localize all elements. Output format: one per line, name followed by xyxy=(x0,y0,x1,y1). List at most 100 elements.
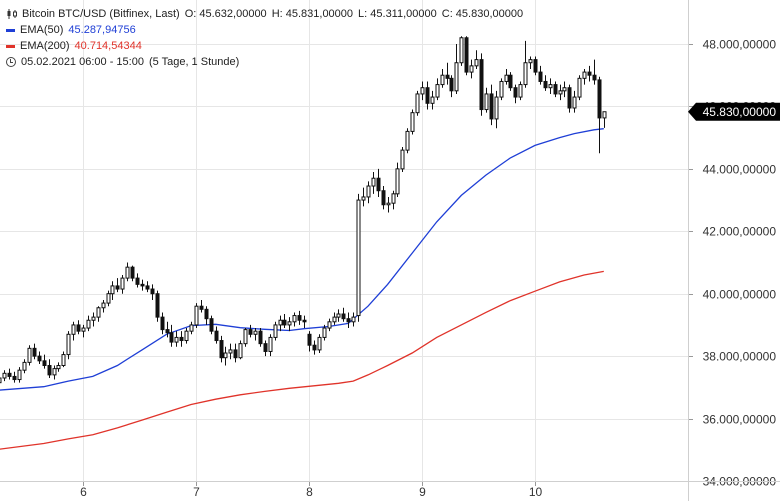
candle[interactable] xyxy=(194,303,199,329)
candle[interactable] xyxy=(101,299,106,313)
candle[interactable] xyxy=(513,84,518,104)
candle[interactable] xyxy=(223,346,228,366)
candle[interactable] xyxy=(145,281,150,293)
candle[interactable] xyxy=(263,340,268,357)
candle[interactable] xyxy=(189,321,194,335)
candle[interactable] xyxy=(435,78,440,101)
candle[interactable] xyxy=(425,81,430,110)
candle[interactable] xyxy=(356,193,361,322)
candle[interactable] xyxy=(533,56,538,76)
candle[interactable] xyxy=(219,335,224,363)
candle[interactable] xyxy=(37,351,42,364)
candle[interactable] xyxy=(125,262,130,282)
candle[interactable] xyxy=(474,50,479,69)
candle[interactable] xyxy=(42,354,47,369)
candle[interactable] xyxy=(543,75,548,91)
candle[interactable] xyxy=(214,326,219,344)
candle[interactable] xyxy=(430,90,435,110)
candle[interactable] xyxy=(165,321,170,338)
candle[interactable] xyxy=(567,84,572,113)
candle[interactable] xyxy=(282,314,287,329)
candle[interactable] xyxy=(391,190,396,210)
candle[interactable] xyxy=(587,65,592,82)
candle[interactable] xyxy=(27,345,32,366)
candle[interactable] xyxy=(553,81,558,98)
candle[interactable] xyxy=(91,312,96,327)
candle[interactable] xyxy=(484,87,489,113)
candle[interactable] xyxy=(366,181,371,204)
candle[interactable] xyxy=(140,279,145,291)
candle[interactable] xyxy=(449,75,454,98)
candle[interactable] xyxy=(174,331,179,347)
candle[interactable] xyxy=(504,68,509,85)
candle[interactable] xyxy=(523,40,528,88)
candle[interactable] xyxy=(233,343,238,363)
candle[interactable] xyxy=(459,36,464,66)
candle[interactable] xyxy=(499,78,504,101)
candle[interactable] xyxy=(297,310,302,325)
candle[interactable] xyxy=(508,72,513,91)
candle[interactable] xyxy=(155,290,160,322)
candle[interactable] xyxy=(395,162,400,197)
candle[interactable] xyxy=(405,128,410,154)
candle[interactable] xyxy=(361,187,366,207)
candle[interactable] xyxy=(558,84,563,101)
candle[interactable] xyxy=(228,343,233,360)
candle[interactable] xyxy=(572,90,577,113)
candle[interactable] xyxy=(351,312,356,327)
candle[interactable] xyxy=(327,318,332,332)
candle[interactable] xyxy=(150,284,155,300)
candle[interactable] xyxy=(209,315,214,335)
candle[interactable] xyxy=(135,273,140,288)
candle[interactable] xyxy=(440,68,445,88)
candle[interactable] xyxy=(71,321,76,341)
legend-ema50-row[interactable]: EMA(50) 45.287,94756 xyxy=(6,22,523,38)
candle[interactable] xyxy=(32,343,37,360)
candle[interactable] xyxy=(592,59,597,85)
candle[interactable] xyxy=(66,331,71,360)
candle[interactable] xyxy=(332,312,337,325)
candle[interactable] xyxy=(562,81,567,98)
candle[interactable] xyxy=(204,306,209,325)
candle[interactable] xyxy=(307,331,312,352)
candle[interactable] xyxy=(52,365,57,380)
candle[interactable] xyxy=(86,315,91,332)
candle[interactable] xyxy=(287,317,292,332)
candle[interactable] xyxy=(7,368,12,380)
candle[interactable] xyxy=(518,81,523,101)
candle[interactable] xyxy=(346,312,351,329)
candle[interactable] xyxy=(336,309,341,322)
candle[interactable] xyxy=(2,370,7,382)
candle[interactable] xyxy=(243,328,248,347)
candle[interactable] xyxy=(184,328,189,344)
legend-ema200-row[interactable]: EMA(200) 40.714,54344 xyxy=(6,38,523,54)
candle[interactable] xyxy=(371,171,376,194)
candle[interactable] xyxy=(61,351,66,368)
candle[interactable] xyxy=(548,78,553,94)
candle[interactable] xyxy=(160,312,165,335)
candle[interactable] xyxy=(179,331,184,347)
candle[interactable] xyxy=(12,371,17,383)
candle[interactable] xyxy=(273,321,278,341)
candle[interactable] xyxy=(410,109,415,135)
candle[interactable] xyxy=(602,111,607,128)
candle[interactable] xyxy=(479,53,484,116)
candle[interactable] xyxy=(577,75,582,101)
candle[interactable] xyxy=(253,328,258,341)
candle[interactable] xyxy=(238,340,243,360)
candle[interactable] xyxy=(415,90,420,116)
candle[interactable] xyxy=(130,265,135,282)
candle[interactable] xyxy=(386,196,391,213)
candle[interactable] xyxy=(341,307,346,322)
candle[interactable] xyxy=(115,278,120,293)
candle[interactable] xyxy=(538,65,543,85)
candle[interactable] xyxy=(582,68,587,85)
candle[interactable] xyxy=(278,315,283,332)
candle[interactable] xyxy=(420,81,425,101)
candle[interactable] xyxy=(0,376,2,387)
candle[interactable] xyxy=(489,84,494,126)
candle[interactable] xyxy=(528,56,533,69)
candle[interactable] xyxy=(454,44,459,94)
candle[interactable] xyxy=(302,315,307,329)
candle[interactable] xyxy=(322,324,327,341)
